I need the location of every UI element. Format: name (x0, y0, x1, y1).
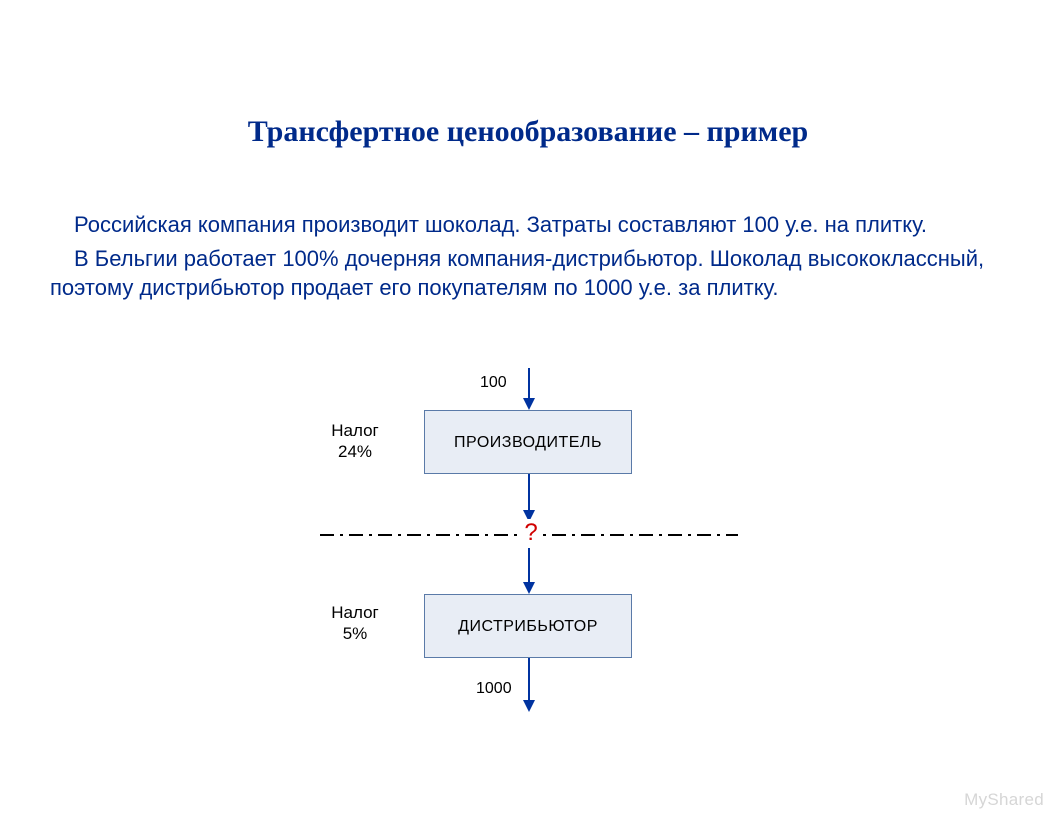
distributor-tax-line1: Налог (331, 603, 379, 622)
slide-title: Трансфертное ценообразование – пример (0, 115, 1056, 149)
distributor-box: ДИСТРИБЬЮТОР (424, 594, 632, 658)
producer-tax-label: Налог 24% (310, 420, 400, 463)
paragraph-2: В Бельгии работает 100% дочерняя компани… (50, 244, 1005, 303)
arrow-out-distributor (527, 658, 531, 712)
paragraph-1: Российская компания производит шоколад. … (50, 210, 1005, 240)
arrow-producer-down (527, 474, 531, 522)
distributor-tax-line2: 5% (343, 624, 368, 643)
distributor-tax-label: Налог 5% (310, 602, 400, 645)
question-mark: ? (521, 519, 541, 547)
producer-tax-line1: Налог (331, 421, 379, 440)
body-text: Российская компания производит шоколад. … (50, 210, 1005, 307)
input-value-label: 100 (480, 374, 507, 392)
producer-box: ПРОИЗВОДИТЕЛЬ (424, 410, 632, 474)
flowchart-diagram: 100 ПРОИЗВОДИТЕЛЬ Налог 24% ? ДИСТРИБЬЮТ… (0, 370, 1056, 790)
output-value-label: 1000 (476, 680, 512, 698)
producer-tax-line2: 24% (338, 442, 372, 461)
watermark: MyShared (964, 790, 1044, 810)
arrow-in-producer (527, 368, 531, 410)
arrow-to-distributor (527, 548, 531, 594)
